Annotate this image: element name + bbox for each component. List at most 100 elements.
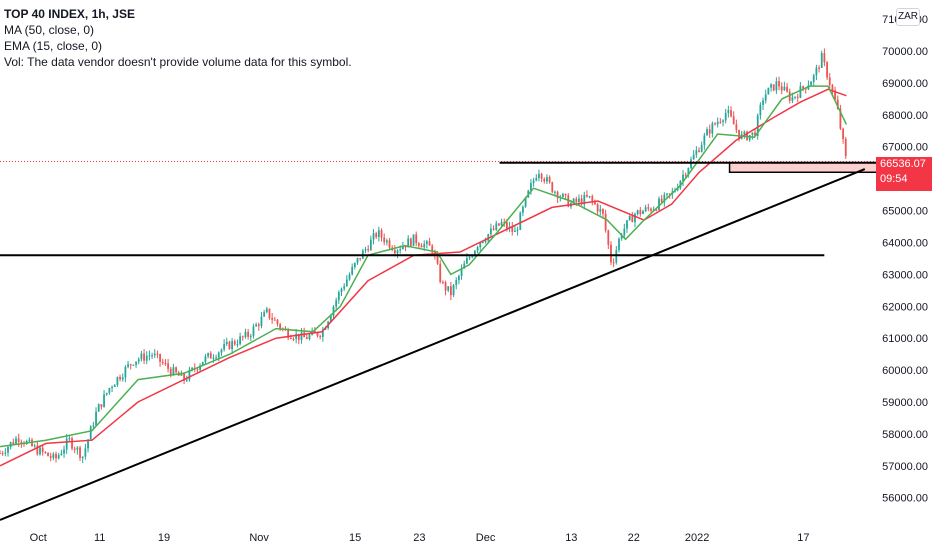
time-axis[interactable]: Oct 11 19 Nov 15 23 Dec 13 22 2022 17	[30, 532, 810, 544]
candle-body	[468, 257, 471, 259]
candle-body	[564, 193, 567, 196]
candle-body	[263, 312, 266, 317]
candle-body	[388, 240, 391, 248]
x-tick-label: 23	[413, 532, 425, 544]
volume-indicator-label[interactable]: Vol: The data vendor doesn't provide vol…	[4, 55, 352, 69]
candle-body	[503, 222, 506, 224]
candle-body	[538, 173, 540, 178]
candle-body	[676, 188, 679, 191]
candle-body	[105, 392, 108, 395]
candle-body	[297, 333, 300, 340]
support-zone-rectangle[interactable]	[728, 161, 881, 174]
candle-body	[92, 425, 95, 427]
candle-body	[444, 282, 447, 291]
candle-body	[183, 373, 185, 381]
candle-body	[228, 341, 231, 350]
candle-body	[68, 438, 71, 440]
candle-body	[188, 369, 191, 380]
candle-body	[623, 228, 626, 236]
candle-body	[759, 104, 762, 116]
candle-body	[802, 86, 804, 89]
candle-body	[719, 121, 722, 123]
candle-body	[420, 245, 423, 248]
candle-body	[612, 262, 615, 264]
candle-body	[121, 377, 124, 380]
candle-body	[530, 183, 532, 191]
candle-body	[65, 438, 68, 450]
candle-body	[639, 210, 642, 214]
candle-body	[828, 77, 831, 86]
candle-body	[415, 234, 418, 244]
candle-body	[788, 91, 791, 101]
candle-body	[39, 447, 41, 455]
candle-body	[554, 191, 556, 193]
candle-body	[247, 331, 250, 337]
candle-body	[335, 300, 338, 307]
y-tick-label: 67000.00	[882, 142, 928, 154]
candle-body	[727, 110, 730, 114]
candle-body	[490, 228, 492, 235]
candle-body	[41, 447, 44, 452]
candle-body	[839, 108, 842, 129]
candle-body	[484, 240, 487, 243]
y-tick-label: 68000.00	[882, 110, 928, 122]
candle-body	[393, 250, 396, 254]
candle-body	[423, 243, 426, 248]
last-price-tag: 66536.07 09:54	[876, 157, 932, 191]
ema-indicator-label[interactable]: EMA (15, close, 0)	[4, 39, 103, 53]
candle-body	[535, 177, 538, 181]
candle-body	[300, 332, 303, 340]
price-axis[interactable]: 56000.00 57000.00 58000.00 59000.00 60000.00…	[882, 14, 928, 505]
x-tick-label: 11	[94, 532, 105, 544]
candle-body	[17, 438, 20, 442]
candle-body	[452, 285, 455, 296]
y-tick-label: 58000.00	[882, 429, 928, 441]
candle-body	[556, 191, 559, 199]
candle-body	[76, 447, 79, 450]
candle-body	[145, 355, 148, 361]
candle-body	[367, 249, 370, 251]
candle-body	[431, 245, 434, 253]
candle-body	[500, 222, 503, 226]
candle-body	[71, 438, 73, 449]
candle-body	[159, 353, 161, 362]
candle-body	[20, 441, 23, 443]
y-tick-label: 70000.00	[882, 46, 928, 58]
candle-body	[572, 198, 575, 204]
candle-body	[167, 363, 169, 369]
drawing-lines[interactable]	[0, 161, 880, 521]
candle-body	[15, 438, 17, 445]
currency-badge[interactable]: ZAR	[896, 8, 920, 26]
candle-body	[498, 223, 500, 226]
candle-body	[594, 201, 596, 205]
candle-body	[820, 53, 823, 68]
candle-body	[380, 230, 383, 238]
candle-body	[514, 230, 516, 232]
candle-body	[642, 211, 644, 214]
candle-body	[844, 139, 847, 157]
candle-body	[148, 355, 151, 357]
candle-body	[217, 352, 220, 358]
x-tick-label: 19	[158, 532, 170, 544]
candle-body	[244, 331, 247, 338]
candle-body	[151, 355, 153, 357]
candle-body	[271, 318, 274, 320]
candle-body	[129, 364, 132, 366]
candle-body	[321, 329, 324, 337]
candle-body	[207, 353, 210, 357]
bar-countdown: 09:54	[880, 173, 908, 185]
candle-body	[260, 316, 263, 327]
candle-body	[279, 324, 282, 329]
candle-body	[97, 404, 100, 412]
candle-body	[305, 337, 308, 339]
symbol-title[interactable]: TOP 40 INDEX, 1h, JSE	[4, 7, 135, 21]
candle-body	[708, 129, 711, 134]
candle-body	[447, 286, 450, 291]
candle-body	[375, 233, 378, 238]
y-tick-label: 57000.00	[882, 461, 928, 473]
candle-body	[460, 268, 463, 277]
y-tick-label: 60000.00	[882, 365, 928, 377]
candle-body	[615, 250, 618, 263]
ma-indicator-label[interactable]: MA (50, close, 0)	[4, 23, 95, 37]
